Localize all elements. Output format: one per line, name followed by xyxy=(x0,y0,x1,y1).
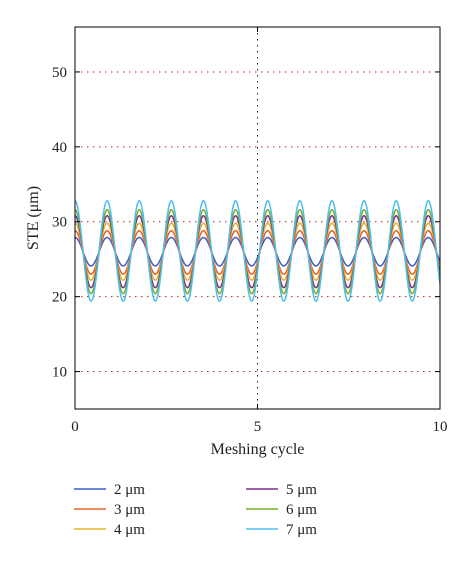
y-tick-label: 10 xyxy=(52,365,67,381)
y-tick-label: 40 xyxy=(52,140,67,156)
series-line xyxy=(74,199,441,302)
x-tick-label: 5 xyxy=(254,419,262,435)
series-line xyxy=(74,236,441,267)
y-tick-label: 30 xyxy=(52,215,67,231)
legend-label: 4 μm xyxy=(114,522,145,538)
y-tick-label: 20 xyxy=(52,290,67,306)
legend-label: 2 μm xyxy=(114,482,145,498)
legend-label: 6 μm xyxy=(286,502,317,518)
legend-label: 3 μm xyxy=(114,502,145,518)
axis-ticks: 10 20 30 40 50 0 5 10 xyxy=(52,27,448,435)
legend-label: 5 μm xyxy=(286,482,317,498)
x-tick-label: 10 xyxy=(433,419,448,435)
grid-lines xyxy=(75,27,440,409)
legend-label: 7 μm xyxy=(286,522,317,538)
x-axis-label: Meshing cycle xyxy=(211,441,305,458)
legend: 2 μm 3 μm 4 μm 5 μm 6 μm 7 μm xyxy=(74,482,317,538)
x-tick-label: 0 xyxy=(71,419,79,435)
y-axis-label: STE (μm) xyxy=(25,186,42,250)
y-tick-label: 50 xyxy=(52,65,67,81)
series-lines xyxy=(74,199,441,302)
